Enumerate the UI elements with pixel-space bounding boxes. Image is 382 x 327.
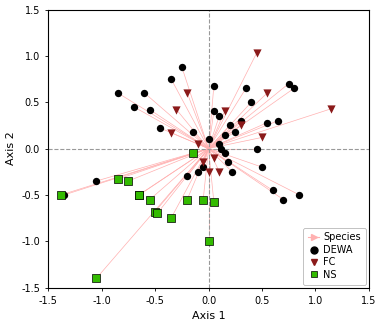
Point	[211, 83, 217, 88]
Point	[259, 135, 265, 140]
Point	[222, 132, 228, 137]
Point	[232, 129, 238, 134]
Point	[115, 177, 121, 182]
Point	[270, 188, 276, 193]
Point	[206, 137, 212, 142]
Point	[184, 197, 190, 202]
Point	[61, 192, 67, 198]
Point	[211, 200, 217, 205]
Point	[195, 169, 201, 174]
Point	[229, 169, 235, 174]
Point	[254, 50, 260, 56]
Point	[200, 164, 206, 170]
Point	[264, 120, 270, 125]
Point	[216, 141, 222, 146]
Point	[248, 100, 254, 105]
Point	[136, 192, 142, 198]
Point	[264, 90, 270, 95]
Point	[227, 123, 233, 128]
X-axis label: Axis 1: Axis 1	[192, 311, 225, 321]
Point	[216, 113, 222, 119]
Point	[184, 174, 190, 179]
Point	[125, 178, 131, 183]
Point	[225, 160, 231, 165]
Point	[206, 239, 212, 244]
Point	[291, 86, 297, 91]
Point	[195, 141, 201, 146]
Point	[296, 192, 303, 198]
Y-axis label: Axis 2: Axis 2	[6, 132, 16, 165]
Point	[222, 109, 228, 114]
Point	[238, 118, 244, 123]
Point	[286, 81, 292, 86]
Point	[254, 146, 260, 151]
Point	[168, 215, 174, 221]
Point	[222, 150, 228, 156]
Point	[243, 86, 249, 91]
Point	[141, 90, 147, 95]
Point	[184, 90, 190, 95]
Point	[259, 164, 265, 170]
Point	[189, 150, 196, 156]
Point	[275, 118, 281, 123]
Point	[200, 197, 206, 202]
Point	[211, 155, 217, 161]
Point	[131, 104, 137, 110]
Point	[147, 107, 153, 112]
Point	[200, 160, 206, 165]
Point	[93, 276, 99, 281]
Point	[115, 90, 121, 95]
Point	[58, 192, 64, 198]
Point	[157, 126, 163, 131]
Point	[216, 169, 222, 174]
Legend: Species, DEWA, FC, NS: Species, DEWA, FC, NS	[303, 228, 366, 284]
Point	[154, 211, 160, 216]
Point	[152, 209, 158, 214]
Point	[211, 109, 217, 114]
Point	[280, 197, 286, 202]
Point	[206, 169, 212, 174]
Point	[168, 130, 174, 135]
Point	[147, 197, 153, 202]
Point	[93, 178, 99, 183]
Point	[168, 77, 174, 82]
Point	[189, 129, 196, 134]
Point	[238, 123, 244, 128]
Point	[179, 64, 185, 70]
Point	[173, 107, 180, 112]
Point	[218, 146, 224, 151]
Point	[136, 192, 142, 198]
Point	[328, 106, 334, 111]
